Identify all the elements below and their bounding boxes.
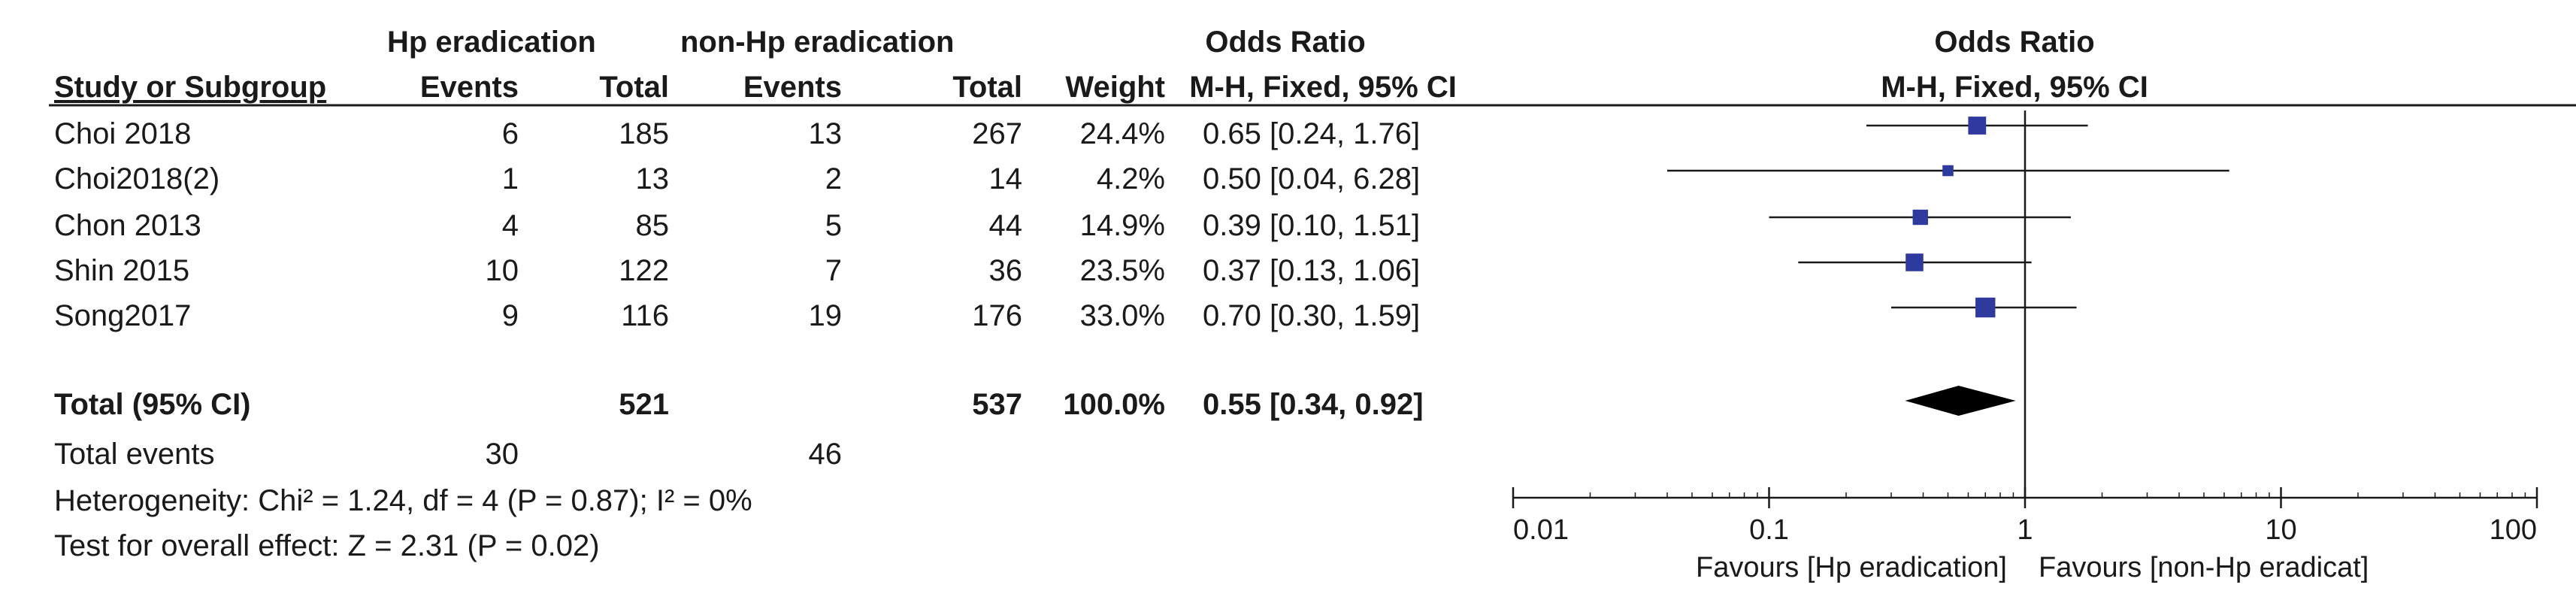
g1-events: 6 [501,117,519,150]
study-name: Chon 2013 [54,209,201,242]
g2-total: 36 [988,254,1023,287]
total-events-g2: 46 [808,438,843,471]
weight: 33.0% [1079,299,1165,332]
total-g2: 537 [972,388,1022,421]
x-tick-label: 1 [2017,514,2033,546]
study-marker [1975,297,1996,318]
g2-events-header: Events [743,71,842,104]
study-marker [1906,253,1924,271]
plot-method-header: M-H, Fixed, 95% CI [1881,71,2148,104]
pooled-diamond [1905,386,2016,416]
study-name: Shin 2015 [54,254,190,287]
odds-ratio-ci: 0.50 [0.04, 6.28] [1203,162,1421,195]
group2-header: non-Hp eradication [680,26,955,59]
odds-ratio-ci: 0.39 [0.10, 1.51] [1203,209,1421,242]
x-tick-label: 100 [2490,514,2537,546]
group1-header: Hp eradication [387,26,596,59]
g1-events-header: Events [419,71,519,104]
g2-total: 176 [972,299,1022,332]
g2-total-header: Total [952,71,1022,104]
plot-title-header: Odds Ratio [1934,26,2095,59]
study-name: Choi2018(2) [54,162,220,195]
weight: 23.5% [1079,254,1165,287]
odds-ratio-ci: 0.70 [0.30, 1.59] [1203,299,1421,332]
total-label: Total (95% CI) [54,388,251,421]
x-tick-label: 10 [2265,514,2296,546]
study-name: Choi 2018 [54,117,192,150]
weight: 14.9% [1079,209,1165,242]
g2-events: 19 [808,299,843,332]
g2-events: 7 [825,254,842,287]
g2-events: 2 [825,162,842,195]
weight: 24.4% [1079,117,1165,150]
total-odds-ratio-ci: 0.55 [0.34, 0.92] [1203,388,1424,421]
g1-total: 13 [635,162,670,195]
total-g1: 521 [619,388,669,421]
g1-total: 85 [635,209,670,242]
g2-total: 14 [988,162,1023,195]
total-events-g1: 30 [485,438,519,471]
favours-right-label: Favours [non-Hp eradicat] [2039,552,2369,583]
g2-events: 5 [825,209,842,242]
g1-events: 10 [485,254,519,287]
heterogeneity-text: Heterogeneity: Chi² = 1.24, df = 4 (P = … [54,484,752,517]
favours-left-label: Favours [Hp eradication] [1696,552,2007,583]
g2-total: 267 [972,117,1022,150]
or-method-header: M-H, Fixed, 95% CI [1189,71,1457,104]
study-marker [1968,117,1987,135]
total-events-label: Total events [54,438,215,471]
study-marker [1912,209,1928,226]
study-marker [1942,165,1954,177]
study-name: Song2017 [54,299,192,332]
g1-total: 185 [619,117,669,150]
weight-header: Weight [1065,71,1165,104]
g1-total: 122 [619,254,669,287]
study-header: Study or Subgroup [54,71,327,104]
x-tick-label: 0.01 [1513,514,1569,546]
g2-events: 13 [808,117,843,150]
g1-events: 9 [501,299,519,332]
weight: 4.2% [1096,162,1165,195]
odds-ratio-ci: 0.37 [0.13, 1.06] [1203,254,1421,287]
g1-events: 1 [501,162,519,195]
g2-total: 44 [988,209,1023,242]
x-tick-label: 0.1 [1749,514,1789,546]
overall-effect-text: Test for overall effect: Z = 2.31 (P = 0… [54,529,600,562]
g1-total-header: Total [599,71,669,104]
odds-ratio-ci: 0.65 [0.24, 1.76] [1203,117,1421,150]
g1-total: 116 [621,299,669,332]
total-weight: 100.0% [1063,388,1165,421]
g1-events: 4 [501,209,519,242]
or-title-header: Odds Ratio [1205,26,1366,59]
